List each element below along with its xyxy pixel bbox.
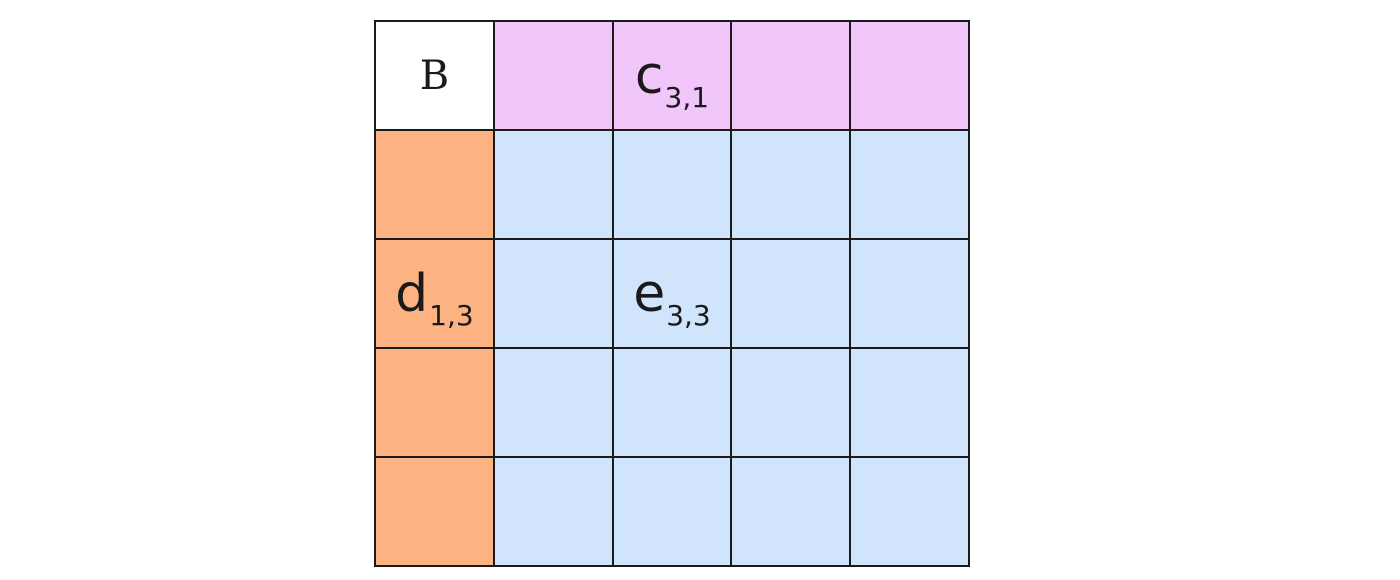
body-cell — [851, 458, 968, 565]
body-cell — [851, 349, 968, 456]
body-cell — [732, 240, 850, 347]
corner-label: B — [419, 52, 450, 99]
body-cell — [494, 349, 612, 456]
left-column-cell: d1,3 — [376, 240, 493, 347]
body-cell — [613, 131, 731, 238]
body-cell — [732, 349, 850, 456]
label-e-symbol: e — [633, 263, 666, 324]
top-row-cell: c3,1 — [613, 22, 731, 129]
top-row-cell — [851, 22, 968, 129]
body-cell — [851, 240, 968, 347]
top-row-cell — [732, 22, 850, 129]
top-row-cell — [494, 22, 612, 129]
body-cell — [851, 131, 968, 238]
body-cell — [613, 458, 731, 565]
label-d: d1,3 — [395, 268, 474, 332]
left-column-cell — [376, 458, 493, 565]
corner-cell: B — [376, 22, 493, 129]
body-cell — [494, 458, 612, 565]
body-cell: e3,3 — [613, 240, 731, 347]
label-c: c3,1 — [635, 50, 709, 114]
label-e-subscript: 3,3 — [666, 298, 711, 332]
left-column-cell — [376, 349, 493, 456]
body-cell — [494, 240, 612, 347]
left-column-cell — [376, 131, 493, 238]
label-c-symbol: c — [634, 45, 664, 106]
label-d-symbol: d — [395, 263, 429, 324]
body-cell — [732, 131, 850, 238]
label-c-subscript: 3,1 — [664, 80, 710, 114]
label-d-subscript: 1,3 — [429, 298, 474, 332]
body-cell — [613, 349, 731, 456]
body-cell — [732, 458, 850, 565]
label-e: e3,3 — [633, 268, 711, 332]
body-cell — [494, 131, 612, 238]
